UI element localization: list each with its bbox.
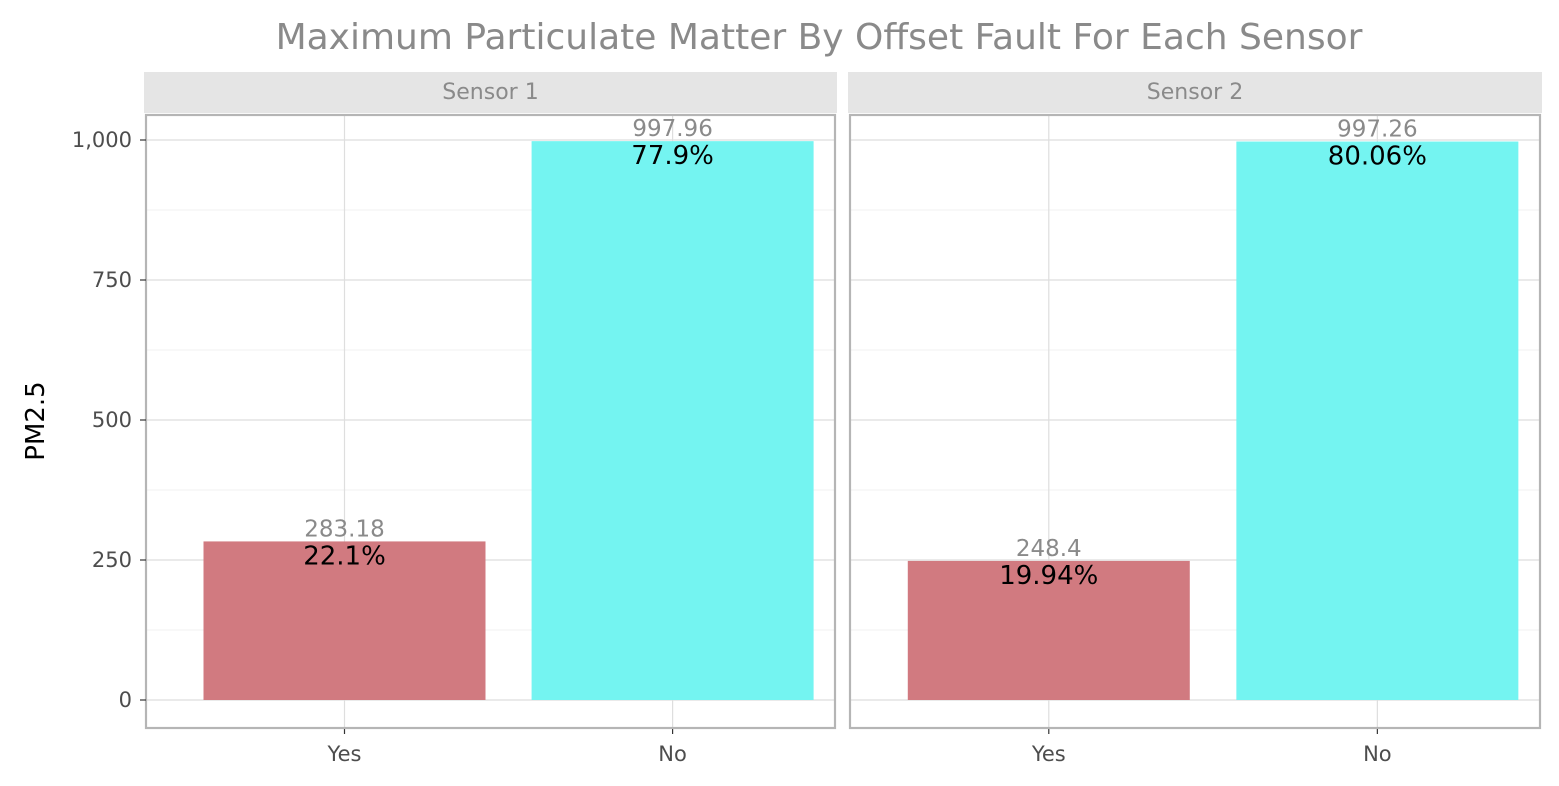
x-tick-label: Yes <box>327 742 362 766</box>
panel-border <box>144 113 837 730</box>
y-tick-label: 1,000 <box>72 128 132 152</box>
panel-border <box>848 113 1542 730</box>
facet-strip <box>144 72 837 113</box>
bar-no <box>531 141 814 700</box>
percent-label: 77.9% <box>631 141 714 171</box>
panels: Sensor 1283.1822.1%Yes997.9677.9%NoSenso… <box>72 72 1542 766</box>
y-axis-title: PM2.5 <box>21 381 51 460</box>
value-label: 997.26 <box>1337 117 1417 143</box>
percent-label: 80.06% <box>1328 142 1427 172</box>
x-tick-label: No <box>1363 742 1392 766</box>
x-tick-label: No <box>658 742 687 766</box>
percent-label: 19.94% <box>999 561 1098 591</box>
y-tick-label: 750 <box>92 268 132 292</box>
bar-no <box>1236 141 1519 700</box>
chart-title: Maximum Particulate Matter By Offset Fau… <box>276 17 1363 58</box>
bar-yes <box>907 560 1190 700</box>
value-label: 283.18 <box>304 516 384 542</box>
x-tick-label: Yes <box>1031 742 1066 766</box>
value-label: 248.4 <box>1016 536 1082 562</box>
y-tick-label: 250 <box>92 548 132 572</box>
facet-strip <box>848 72 1542 113</box>
facet-label: Sensor 2 <box>1147 80 1243 105</box>
y-tick-label: 500 <box>92 408 132 432</box>
percent-label: 22.1% <box>303 541 386 571</box>
value-label: 997.96 <box>632 116 712 142</box>
y-axis: 0 250 500 750 1,000 <box>72 128 146 712</box>
facet-label: Sensor 1 <box>442 80 538 105</box>
bar-yes <box>203 541 486 700</box>
y-tick-label: 0 <box>119 688 132 712</box>
